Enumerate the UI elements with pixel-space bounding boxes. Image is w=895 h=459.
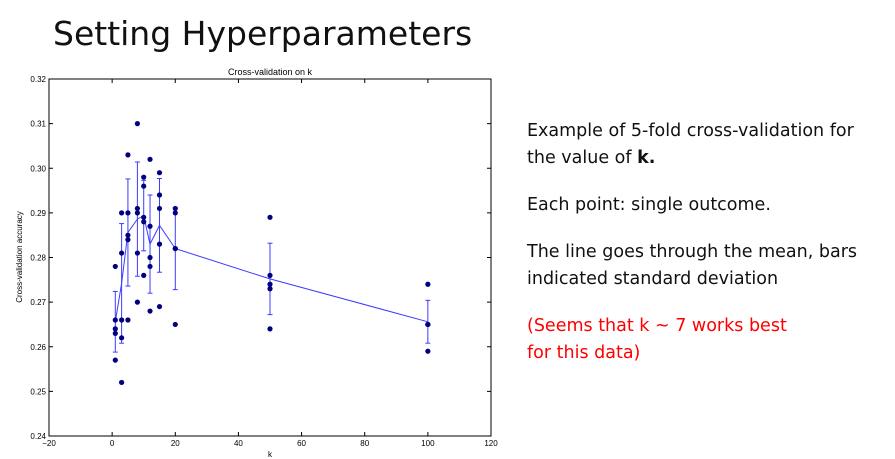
y-tick-label: 0.25 bbox=[30, 387, 46, 396]
mean-line-layer bbox=[114, 214, 429, 323]
data-point bbox=[147, 156, 153, 162]
data-point bbox=[141, 183, 147, 189]
x-tick-label: 40 bbox=[234, 439, 243, 448]
description-paragraph-example: Example of 5-fold cross-validation for t… bbox=[527, 118, 887, 172]
data-point bbox=[112, 326, 118, 332]
data-point bbox=[112, 330, 118, 336]
data-point bbox=[119, 335, 125, 341]
description-text: Example of 5-fold cross-validation for t… bbox=[527, 118, 887, 387]
y-tick-label: 0.29 bbox=[30, 209, 46, 218]
x-axis-label: k bbox=[268, 450, 273, 459]
y-tick-label: 0.26 bbox=[30, 343, 46, 352]
data-point bbox=[147, 308, 153, 314]
data-point bbox=[425, 321, 431, 328]
x-tick-label: 20 bbox=[171, 439, 180, 448]
data-point bbox=[125, 152, 131, 158]
description-paragraph-conclusion: (Seems that k ~ 7 works best for this da… bbox=[527, 313, 887, 367]
data-point bbox=[147, 254, 153, 261]
tick-layer: −20 0 20 40 60 80 100 120 0.24 0.25 0.26 0.27 0.28 0.… bbox=[30, 75, 498, 448]
desc-line-1a: Example of 5-fold cross-validation for bbox=[527, 121, 854, 141]
x-tick-label: 100 bbox=[421, 439, 435, 448]
description-paragraph-line: The line goes through the mean, bars ind… bbox=[527, 239, 887, 293]
data-point bbox=[156, 170, 163, 176]
data-point bbox=[119, 379, 125, 386]
data-point bbox=[134, 205, 140, 212]
y-tick-label: 0.24 bbox=[30, 432, 46, 441]
data-point bbox=[134, 299, 140, 305]
desc-line-2: Each point: single outcome. bbox=[527, 195, 771, 215]
desc-line-4a: (Seems that k ~ 7 works best bbox=[527, 316, 787, 336]
data-point bbox=[125, 210, 131, 216]
x-tick-label: 0 bbox=[110, 439, 115, 448]
data-point bbox=[425, 348, 431, 354]
data-point bbox=[156, 205, 163, 212]
y-tick-label: 0.28 bbox=[30, 254, 46, 263]
desc-line-3a: The line goes through the mean, bars bbox=[527, 242, 858, 262]
x-tick-label: 80 bbox=[360, 439, 369, 448]
data-point bbox=[141, 219, 147, 225]
data-point bbox=[119, 317, 125, 323]
y-tick-label: 0.27 bbox=[30, 298, 46, 307]
data-point bbox=[141, 214, 147, 220]
data-point bbox=[267, 272, 273, 278]
data-point bbox=[134, 121, 140, 127]
data-point bbox=[172, 245, 178, 252]
data-point bbox=[119, 210, 125, 216]
data-point bbox=[156, 303, 163, 310]
x-tick-label: −20 bbox=[42, 439, 56, 448]
data-point bbox=[156, 241, 163, 247]
data-point bbox=[125, 232, 131, 238]
data-point bbox=[172, 321, 178, 328]
data-point bbox=[125, 237, 131, 243]
data-point bbox=[172, 210, 178, 216]
data-point bbox=[134, 210, 140, 216]
slide-title: Setting Hyperparameters bbox=[53, 14, 473, 53]
data-point bbox=[125, 317, 131, 323]
description-paragraph-point: Each point: single outcome. bbox=[527, 192, 887, 219]
data-point bbox=[267, 281, 273, 287]
x-tick-label: 60 bbox=[297, 439, 306, 448]
x-tick-label: 120 bbox=[484, 439, 498, 448]
y-axis-label: Cross-validation accuracy bbox=[15, 211, 24, 303]
data-point bbox=[134, 250, 140, 256]
data-point bbox=[112, 357, 118, 363]
chart-title: Cross-validation on k bbox=[228, 67, 313, 77]
data-point bbox=[147, 223, 153, 229]
data-point bbox=[425, 281, 431, 287]
data-point bbox=[112, 317, 118, 323]
mean-line bbox=[114, 214, 429, 323]
y-tick-label: 0.31 bbox=[30, 120, 46, 129]
y-tick-label: 0.30 bbox=[30, 164, 46, 173]
desc-line-1b-bold: k. bbox=[637, 148, 656, 168]
data-point bbox=[141, 174, 147, 180]
y-tick-label: 0.32 bbox=[30, 75, 46, 84]
data-point bbox=[147, 263, 153, 270]
points-layer bbox=[112, 121, 431, 386]
data-point bbox=[119, 250, 125, 256]
desc-line-4b: for this data) bbox=[527, 343, 641, 363]
data-point bbox=[267, 214, 273, 220]
data-point bbox=[156, 192, 163, 198]
desc-line-1b-prefix: the value of bbox=[527, 148, 638, 168]
data-point bbox=[267, 286, 273, 292]
data-point bbox=[267, 326, 273, 332]
data-point bbox=[112, 263, 118, 270]
data-point bbox=[141, 272, 147, 278]
data-point bbox=[172, 205, 178, 212]
desc-line-3b: indicated standard deviation bbox=[527, 269, 779, 289]
